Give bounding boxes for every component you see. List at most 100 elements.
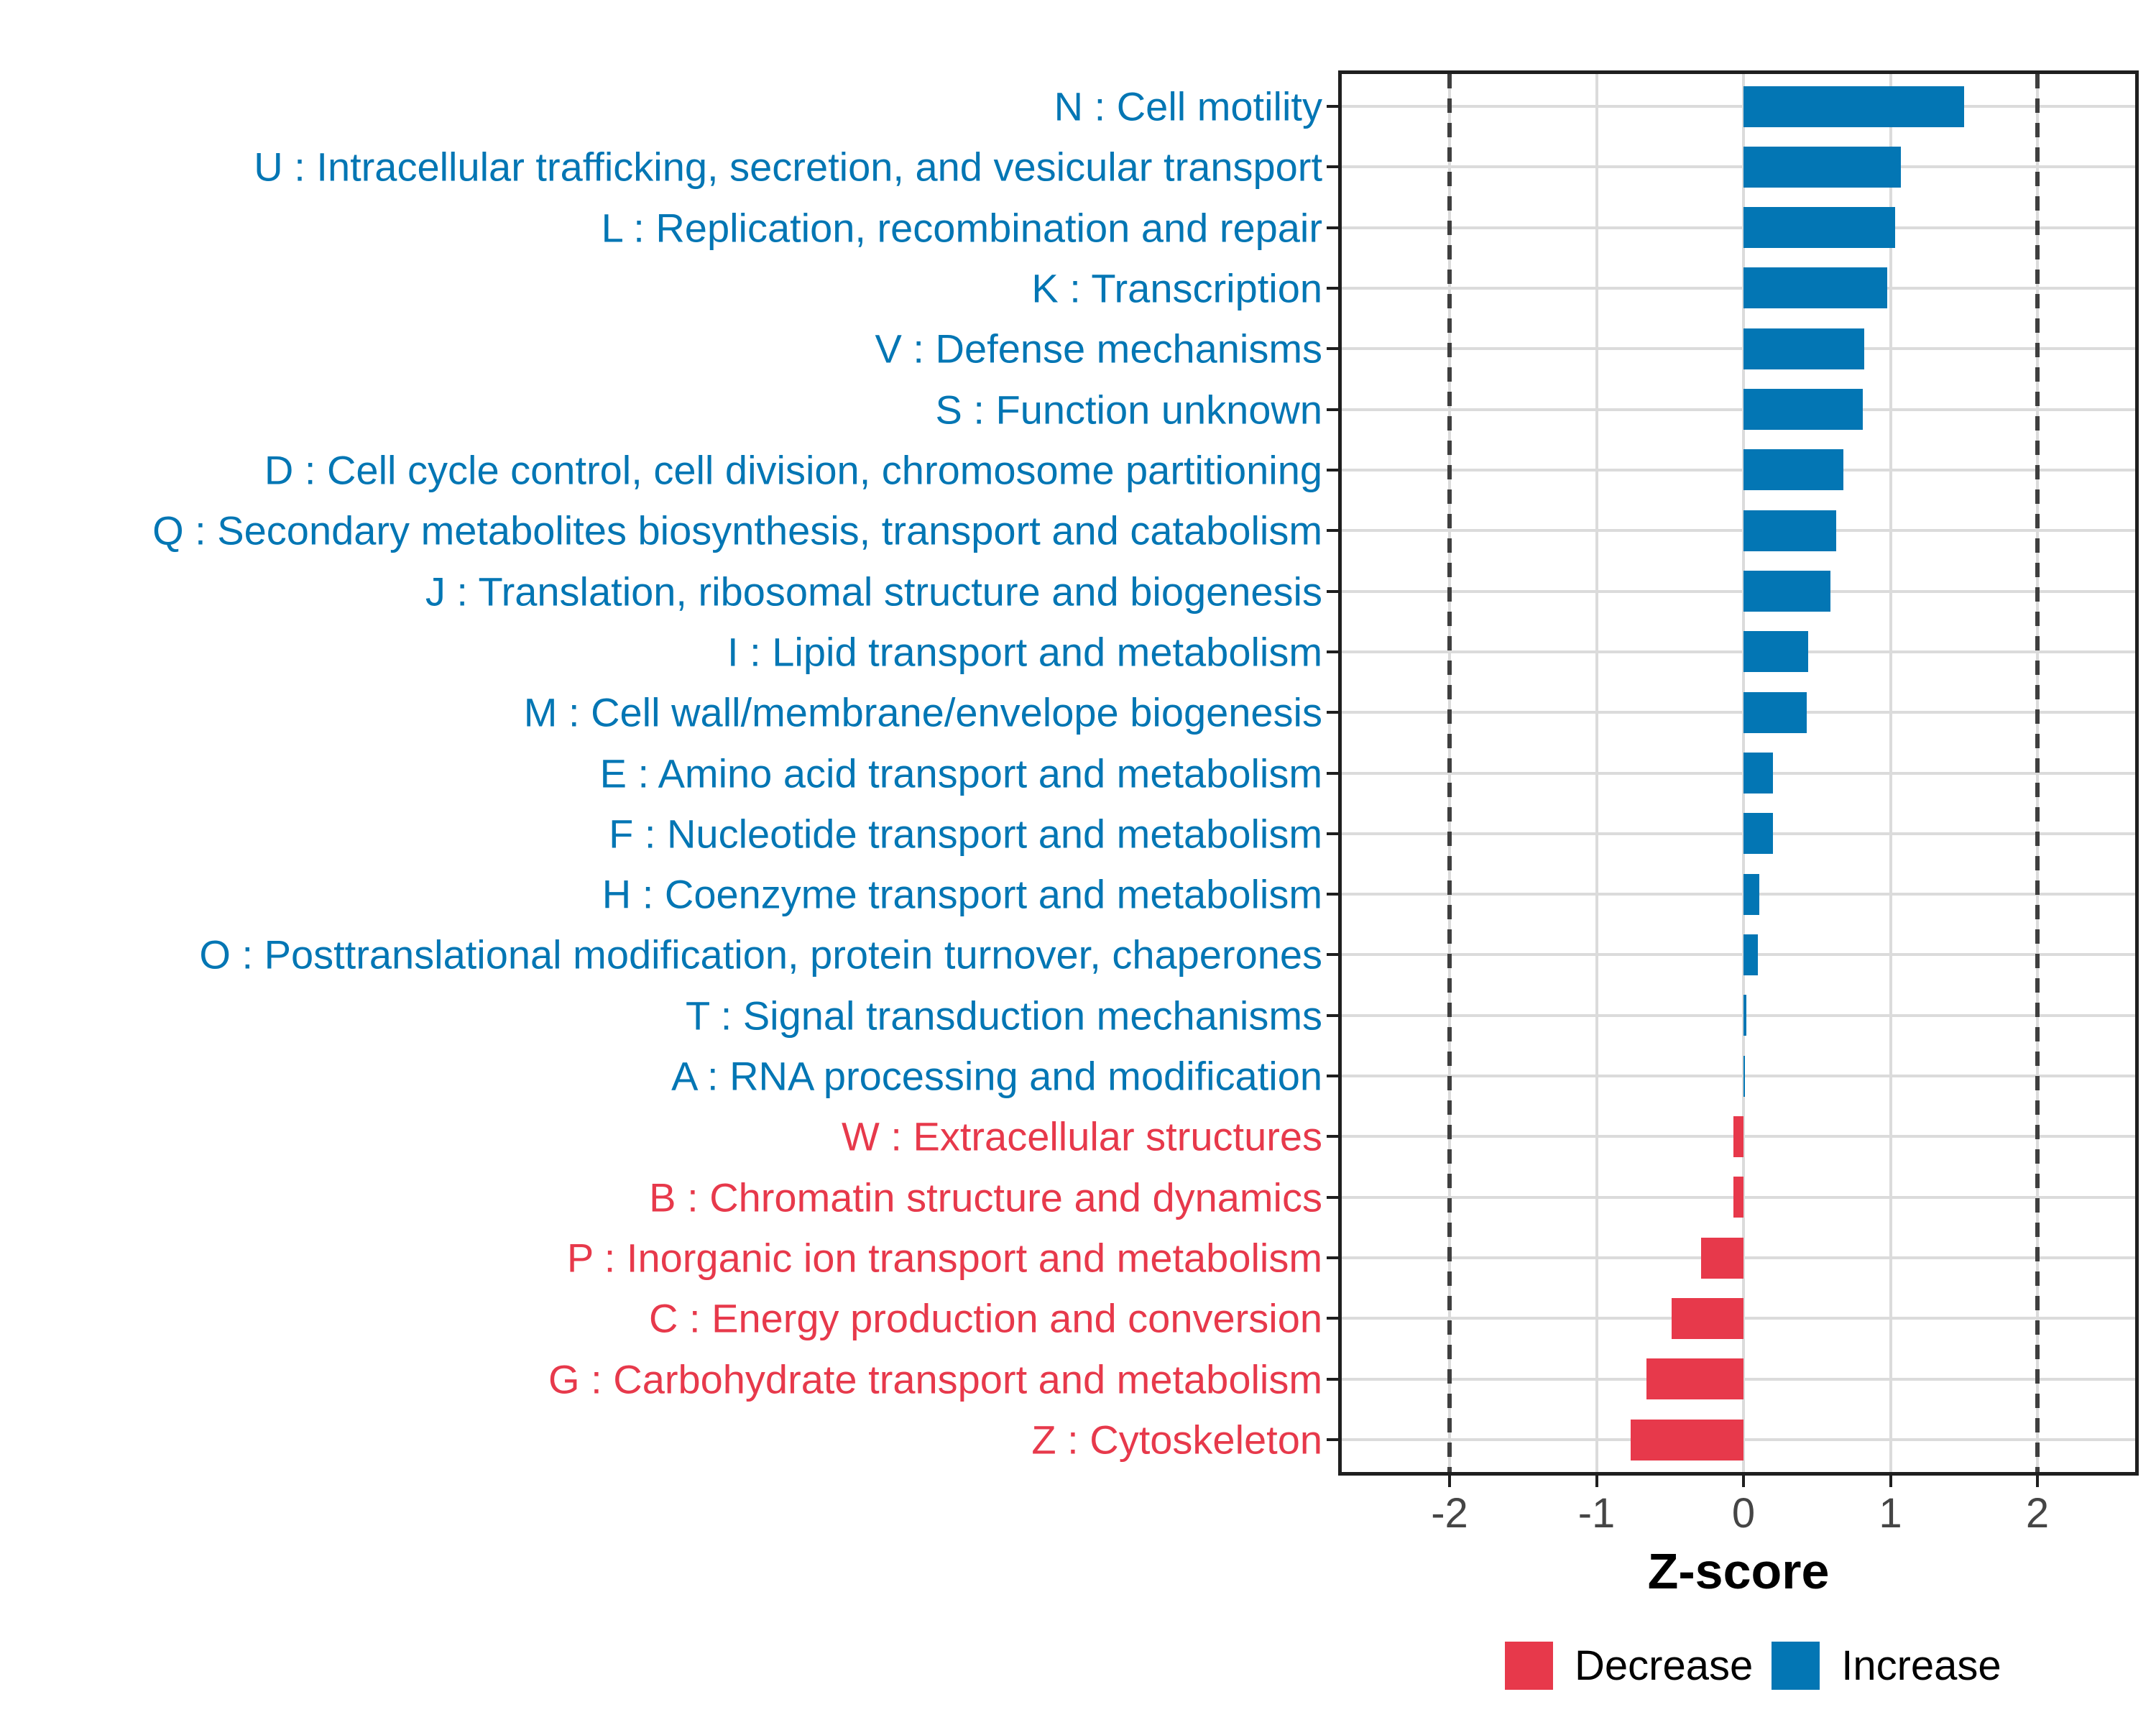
y-axis-tick [1327,1135,1338,1138]
y-axis-tick [1327,286,1338,290]
bar-t [1743,995,1747,1036]
bar-m [1743,691,1807,733]
h-gridline [1342,105,2135,108]
h-gridline [1342,165,2135,169]
v-gridline [1595,74,1598,1472]
category-label: N : Cell motility [1054,83,1322,129]
category-label: J : Translation, ribosomal structure and… [425,569,1322,615]
y-axis-tick [1327,1317,1338,1320]
h-gridline [1342,589,2135,593]
category-label: B : Chromatin structure and dynamics [649,1174,1322,1220]
y-axis-tick [1327,468,1338,472]
bar-q [1743,510,1836,551]
bar-d [1743,449,1844,491]
h-gridline [1342,226,2135,229]
bar-k [1743,267,1888,309]
bar-s [1743,389,1863,431]
category-label: A : RNA processing and modification [671,1053,1322,1099]
category-label: V : Defense mechanisms [875,326,1322,372]
category-label: Q : Secondary metabolites biosynthesis, … [152,507,1322,553]
y-axis-tick [1327,1195,1338,1199]
y-axis-tick [1327,650,1338,653]
bar-e [1743,753,1773,794]
v-gridline [1889,74,1892,1472]
bar-c [1671,1297,1743,1339]
bar-a [1743,1055,1746,1097]
h-gridline [1342,529,2135,533]
y-axis-tick [1327,1013,1338,1017]
y-axis-tick [1327,1256,1338,1260]
bar-w [1733,1116,1743,1157]
plot-panel [1338,70,2139,1476]
y-axis-tick [1327,1438,1338,1442]
category-label: Z : Cytoskeleton [1031,1417,1322,1463]
category-label: C : Energy production and conversion [649,1295,1322,1341]
y-axis-tick [1327,1377,1338,1381]
category-label: F : Nucleotide transport and metabolism [609,811,1322,857]
h-gridline [1342,953,2135,957]
x-tick-label: -1 [1577,1490,1616,1537]
bar-u [1743,146,1901,188]
h-gridline [1342,1075,2135,1078]
x-axis-tick [1448,1476,1451,1487]
category-label: D : Cell cycle control, cell division, c… [264,447,1322,493]
h-gridline [1342,408,2135,411]
bar-h [1743,873,1760,915]
dashed-reference-line [1447,74,1452,1472]
category-label: K : Transcription [1031,265,1322,311]
category-label: U : Intracellular trafficking, secretion… [254,144,1322,190]
legend-swatch-increase [1772,1642,1820,1690]
category-label: I : Lipid transport and metabolism [727,629,1322,675]
x-tick-label: 0 [1731,1490,1756,1537]
category-label: E : Amino acid transport and metabolism [599,750,1322,796]
x-tick-label: 1 [1879,1490,1902,1537]
category-label: P : Inorganic ion transport and metaboli… [566,1235,1322,1281]
bar-p [1700,1237,1743,1279]
h-gridline [1342,468,2135,472]
h-gridline [1342,286,2135,290]
category-label: M : Cell wall/membrane/envelope biogenes… [523,689,1322,735]
dashed-reference-line [2035,74,2040,1472]
category-label: T : Signal transduction mechanisms [685,993,1322,1039]
x-axis-tick [1889,1476,1892,1487]
category-label: O : Posttranslational modification, prot… [199,932,1322,978]
bar-o [1743,934,1759,975]
y-axis-tick [1327,1075,1338,1078]
h-gridline [1342,771,2135,775]
legend-label-decrease: Decrease [1575,1642,1754,1689]
x-axis-title: Z-score [1647,1543,1830,1599]
x-axis-tick [1595,1476,1598,1487]
y-axis-tick [1327,589,1338,593]
x-tick-label: 2 [2025,1490,2050,1537]
y-axis-tick [1327,408,1338,411]
bar-n [1743,86,1964,127]
legend-label-increase: Increase [1841,1642,2001,1689]
bar-z [1630,1419,1743,1460]
y-axis-tick [1327,711,1338,714]
y-axis-tick [1327,226,1338,229]
category-label: L : Replication, recombination and repai… [601,205,1322,251]
h-gridline [1342,347,2135,351]
y-axis-tick [1327,529,1338,533]
x-tick-label: -2 [1431,1490,1468,1537]
category-label: H : Coenzyme transport and metabolism [602,871,1322,917]
bar-j [1743,571,1830,612]
bar-f [1743,813,1773,855]
legend: Decrease Increase [1505,1642,2020,1690]
h-gridline [1342,711,2135,714]
y-axis-tick [1327,953,1338,957]
category-label: W : Extracellular structures [841,1113,1322,1159]
y-axis-tick [1327,105,1338,108]
bar-v [1743,328,1864,369]
legend-swatch-decrease [1505,1642,1553,1690]
y-axis-tick [1327,165,1338,169]
y-axis-tick [1327,832,1338,835]
bar-l [1743,207,1895,249]
bar-i [1743,631,1808,673]
h-gridline [1342,893,2135,896]
category-label: S : Function unknown [935,387,1322,433]
y-axis-tick [1327,893,1338,896]
h-gridline [1342,832,2135,835]
y-axis-tick [1327,771,1338,775]
